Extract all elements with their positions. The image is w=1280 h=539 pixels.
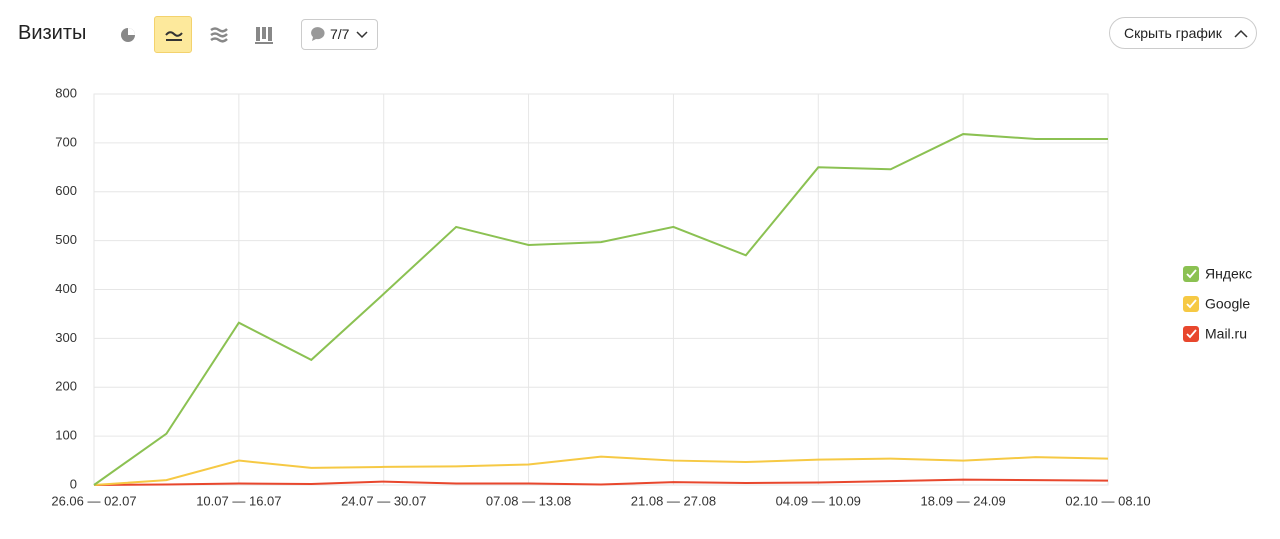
y-tick-label: 500 (55, 232, 77, 247)
legend-check (1186, 299, 1197, 309)
legend-check (1186, 329, 1197, 339)
legend-check (1186, 269, 1197, 279)
series-line (93, 133, 1108, 486)
plot-frame (93, 93, 1109, 486)
legend-label: Яндекс (1205, 266, 1252, 282)
line-button[interactable] (154, 16, 192, 53)
bars-button[interactable] (245, 16, 283, 53)
y-tick-label: 200 (55, 379, 77, 394)
legend-label: Google (1205, 296, 1250, 312)
y-tick-label: 700 (55, 134, 77, 149)
x-tick-label: 26.06 — 02.07 (51, 493, 136, 508)
legend-label: Mail.ru (1205, 326, 1247, 342)
y-tick-label: 0 (70, 476, 77, 491)
annotations-dropdown[interactable]: 7/7 (301, 19, 378, 50)
pie-button[interactable] (109, 16, 147, 53)
y-tick-label: 300 (55, 330, 77, 345)
y-tick-label: 100 (55, 428, 77, 443)
legend-checkbox[interactable] (1183, 266, 1199, 282)
legend-item[interactable]: Яндекс (1183, 266, 1252, 282)
x-tick-label: 02.10 — 08.10 (1065, 493, 1150, 508)
y-tick-label: 600 (55, 183, 77, 198)
x-tick-label: 18.09 — 24.09 (920, 493, 1005, 508)
x-tick-label: 04.09 — 10.09 (776, 493, 861, 508)
hide-chart-button[interactable]: Скрыть график (1109, 17, 1257, 49)
series-line (93, 455, 1109, 486)
counter: 7/7 (330, 26, 350, 42)
x-tick-label: 21.08 — 27.08 (631, 493, 716, 508)
area-button[interactable] (200, 16, 238, 53)
series-line (93, 478, 1109, 486)
x-tick-label: 24.07 — 30.07 (341, 493, 426, 508)
dropdown-icons (311, 27, 368, 41)
chevron-up (1234, 29, 1248, 38)
legend-checkbox[interactable] (1183, 326, 1199, 342)
legend-checkbox[interactable] (1183, 296, 1199, 312)
x-tick-label: 07.08 — 13.08 (486, 493, 571, 508)
x-tick-label: 10.07 — 16.07 (196, 493, 281, 508)
legend-item[interactable]: Mail.ru (1183, 326, 1247, 342)
y-tick-label: 400 (55, 281, 77, 296)
legend-item[interactable]: Google (1183, 296, 1250, 312)
report-title: Визиты (18, 22, 87, 44)
button-label: Скрыть график (1124, 25, 1222, 41)
y-tick-label: 800 (55, 85, 77, 100)
